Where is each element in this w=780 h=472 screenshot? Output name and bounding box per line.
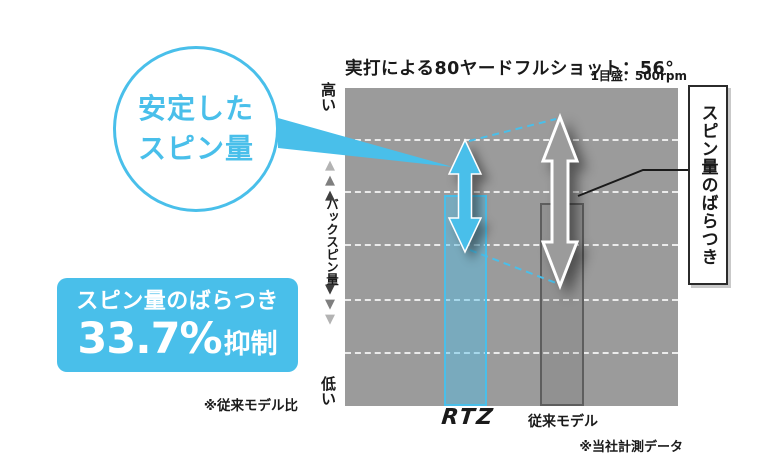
gridline xyxy=(345,352,678,354)
badge-line1: 安定した xyxy=(137,92,254,126)
backspin-down-triangle-icon: ▼ xyxy=(325,282,335,297)
gridline xyxy=(345,191,678,193)
backspin-up-triangle-icon: ▲ xyxy=(325,173,335,188)
highlight-suffix: 抑制 xyxy=(223,328,278,360)
conventional-spin-bar xyxy=(540,203,584,406)
scale-note: 1目盛：500rpm xyxy=(590,69,687,83)
highlight-heading: スピン量のばらつき xyxy=(76,289,279,315)
backspin-down-triangle-icon: ▼ xyxy=(325,312,335,327)
spin-variation-callout-box: スピン量のばらつき xyxy=(688,85,728,285)
y-axis-label: バックスピン量 xyxy=(324,198,339,286)
backspin-down-triangle-icon: ▼ xyxy=(325,297,335,312)
spin-variation-callout-label: スピン量のばらつき xyxy=(697,104,718,266)
y-axis-down-triangles: ▼ ▼ ▼ xyxy=(316,282,344,327)
x-label-rtz-logo: RTZ xyxy=(440,405,496,430)
backspin-up-triangle-icon: ▲ xyxy=(325,188,335,203)
gridline xyxy=(345,139,678,141)
y-axis-low-label: 低い xyxy=(319,376,337,406)
chart-plot-area xyxy=(345,88,678,406)
highlight-footnote: ※従来モデル比 xyxy=(203,398,298,414)
highlight-value-row: 33.7% 抑制 xyxy=(77,313,278,364)
chart-title: 実打による80ヤードフルショット：56° xyxy=(345,59,675,79)
gridline xyxy=(345,244,678,246)
stable-spin-badge: 安定した スピン量 xyxy=(113,46,279,212)
badge-line2: スピン量 xyxy=(137,132,254,165)
rtz-spin-bar xyxy=(444,195,487,406)
highlight-value: 33.7% xyxy=(77,313,222,364)
y-axis-up-triangles: ▲ ▲ ▲ xyxy=(316,158,344,203)
x-label-conventional: 従来モデル xyxy=(528,414,598,430)
y-axis-high-label: 高い xyxy=(319,82,337,112)
highlight-box: スピン量のばらつき 33.7% 抑制 xyxy=(57,278,298,372)
chart-footnote: ※当社計測データ xyxy=(579,440,683,455)
backspin-up-triangle-icon: ▲ xyxy=(325,158,335,173)
gridline xyxy=(345,299,678,301)
